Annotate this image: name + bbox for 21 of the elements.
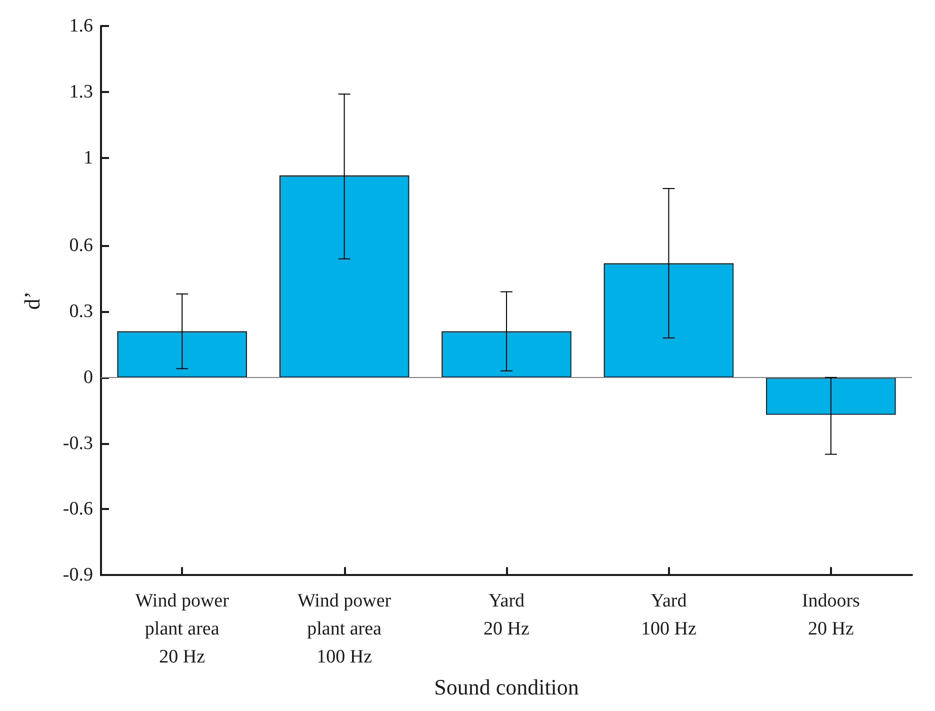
y-tick-label: 1.3 bbox=[69, 81, 93, 102]
x-tick-label: Wind power plant area 20 Hz bbox=[135, 590, 230, 668]
bar bbox=[766, 377, 896, 415]
y-tick-label: 0 bbox=[84, 366, 93, 388]
y-axis-title: d’ bbox=[20, 291, 44, 310]
y-tick-label: -0.6 bbox=[62, 498, 93, 520]
x-tick-label: Wind power plant area 100 Hz bbox=[297, 590, 392, 668]
y-tick-label: 1.6 bbox=[69, 16, 93, 36]
y-tick-label: -0.9 bbox=[62, 564, 93, 586]
x-tick-label: Yard 20 Hz bbox=[484, 590, 530, 640]
y-tick-label: 0.3 bbox=[69, 301, 93, 322]
bar bbox=[442, 331, 572, 378]
x-axis-title: Sound condition bbox=[434, 674, 579, 700]
x-tick-label: Indoors 20 Hz bbox=[802, 590, 860, 640]
bar bbox=[117, 331, 247, 378]
y-tick-label: 0.6 bbox=[69, 235, 93, 256]
x-tick-label: Yard 100 Hz bbox=[640, 590, 696, 640]
bar bbox=[279, 175, 410, 378]
y-tick-label: -0.3 bbox=[62, 432, 93, 454]
y-tick-label: 1 bbox=[84, 147, 93, 168]
bar bbox=[604, 263, 734, 378]
